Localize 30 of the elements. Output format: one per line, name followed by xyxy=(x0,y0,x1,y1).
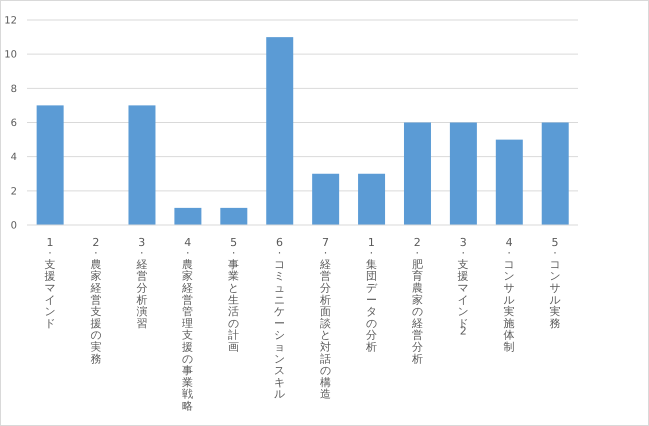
category-label: 3. 支援マインド2 xyxy=(458,236,469,338)
category-label: 6. コミュニケーションスキル xyxy=(274,236,286,401)
bar xyxy=(496,140,523,225)
category-label: 1. 集団データの分析 xyxy=(366,236,377,354)
category-label: 5. 事業と生活の計画 xyxy=(228,236,240,354)
category-label: 4. 農家経営管理支援の事業戦略 xyxy=(182,236,194,413)
bar xyxy=(358,174,386,225)
bar xyxy=(312,174,340,225)
x-tick-label: 3. 経営分析演習 xyxy=(135,236,148,330)
category-label: 7. 経営分析面談と対話の構造 xyxy=(320,236,331,401)
y-tick-label: 12 xyxy=(4,16,17,27)
category-label: 2. 農家経営支援の実務 xyxy=(90,236,102,366)
bar xyxy=(266,37,294,225)
bar xyxy=(220,208,248,225)
bar xyxy=(450,122,477,225)
y-tick-label: 2 xyxy=(10,186,17,198)
y-tick-label: 6 xyxy=(10,118,17,130)
y-tick-label: 10 xyxy=(4,50,17,61)
y-tick-label: 0 xyxy=(10,220,17,232)
y-tick-label: 4 xyxy=(10,152,17,164)
bar xyxy=(174,208,202,225)
x-tick-label: 5. コンサル実務 xyxy=(550,236,561,330)
bar xyxy=(128,105,156,225)
category-label: 4. コンサル実施体制 xyxy=(504,236,515,354)
y-tick-label: 8 xyxy=(10,84,17,95)
x-tick-label: 1. 支援マインド xyxy=(44,236,56,330)
bar xyxy=(542,122,569,225)
category-label: 2. 肥育農家の経営分析 xyxy=(412,236,423,366)
bar xyxy=(404,122,431,225)
bar xyxy=(36,105,64,225)
